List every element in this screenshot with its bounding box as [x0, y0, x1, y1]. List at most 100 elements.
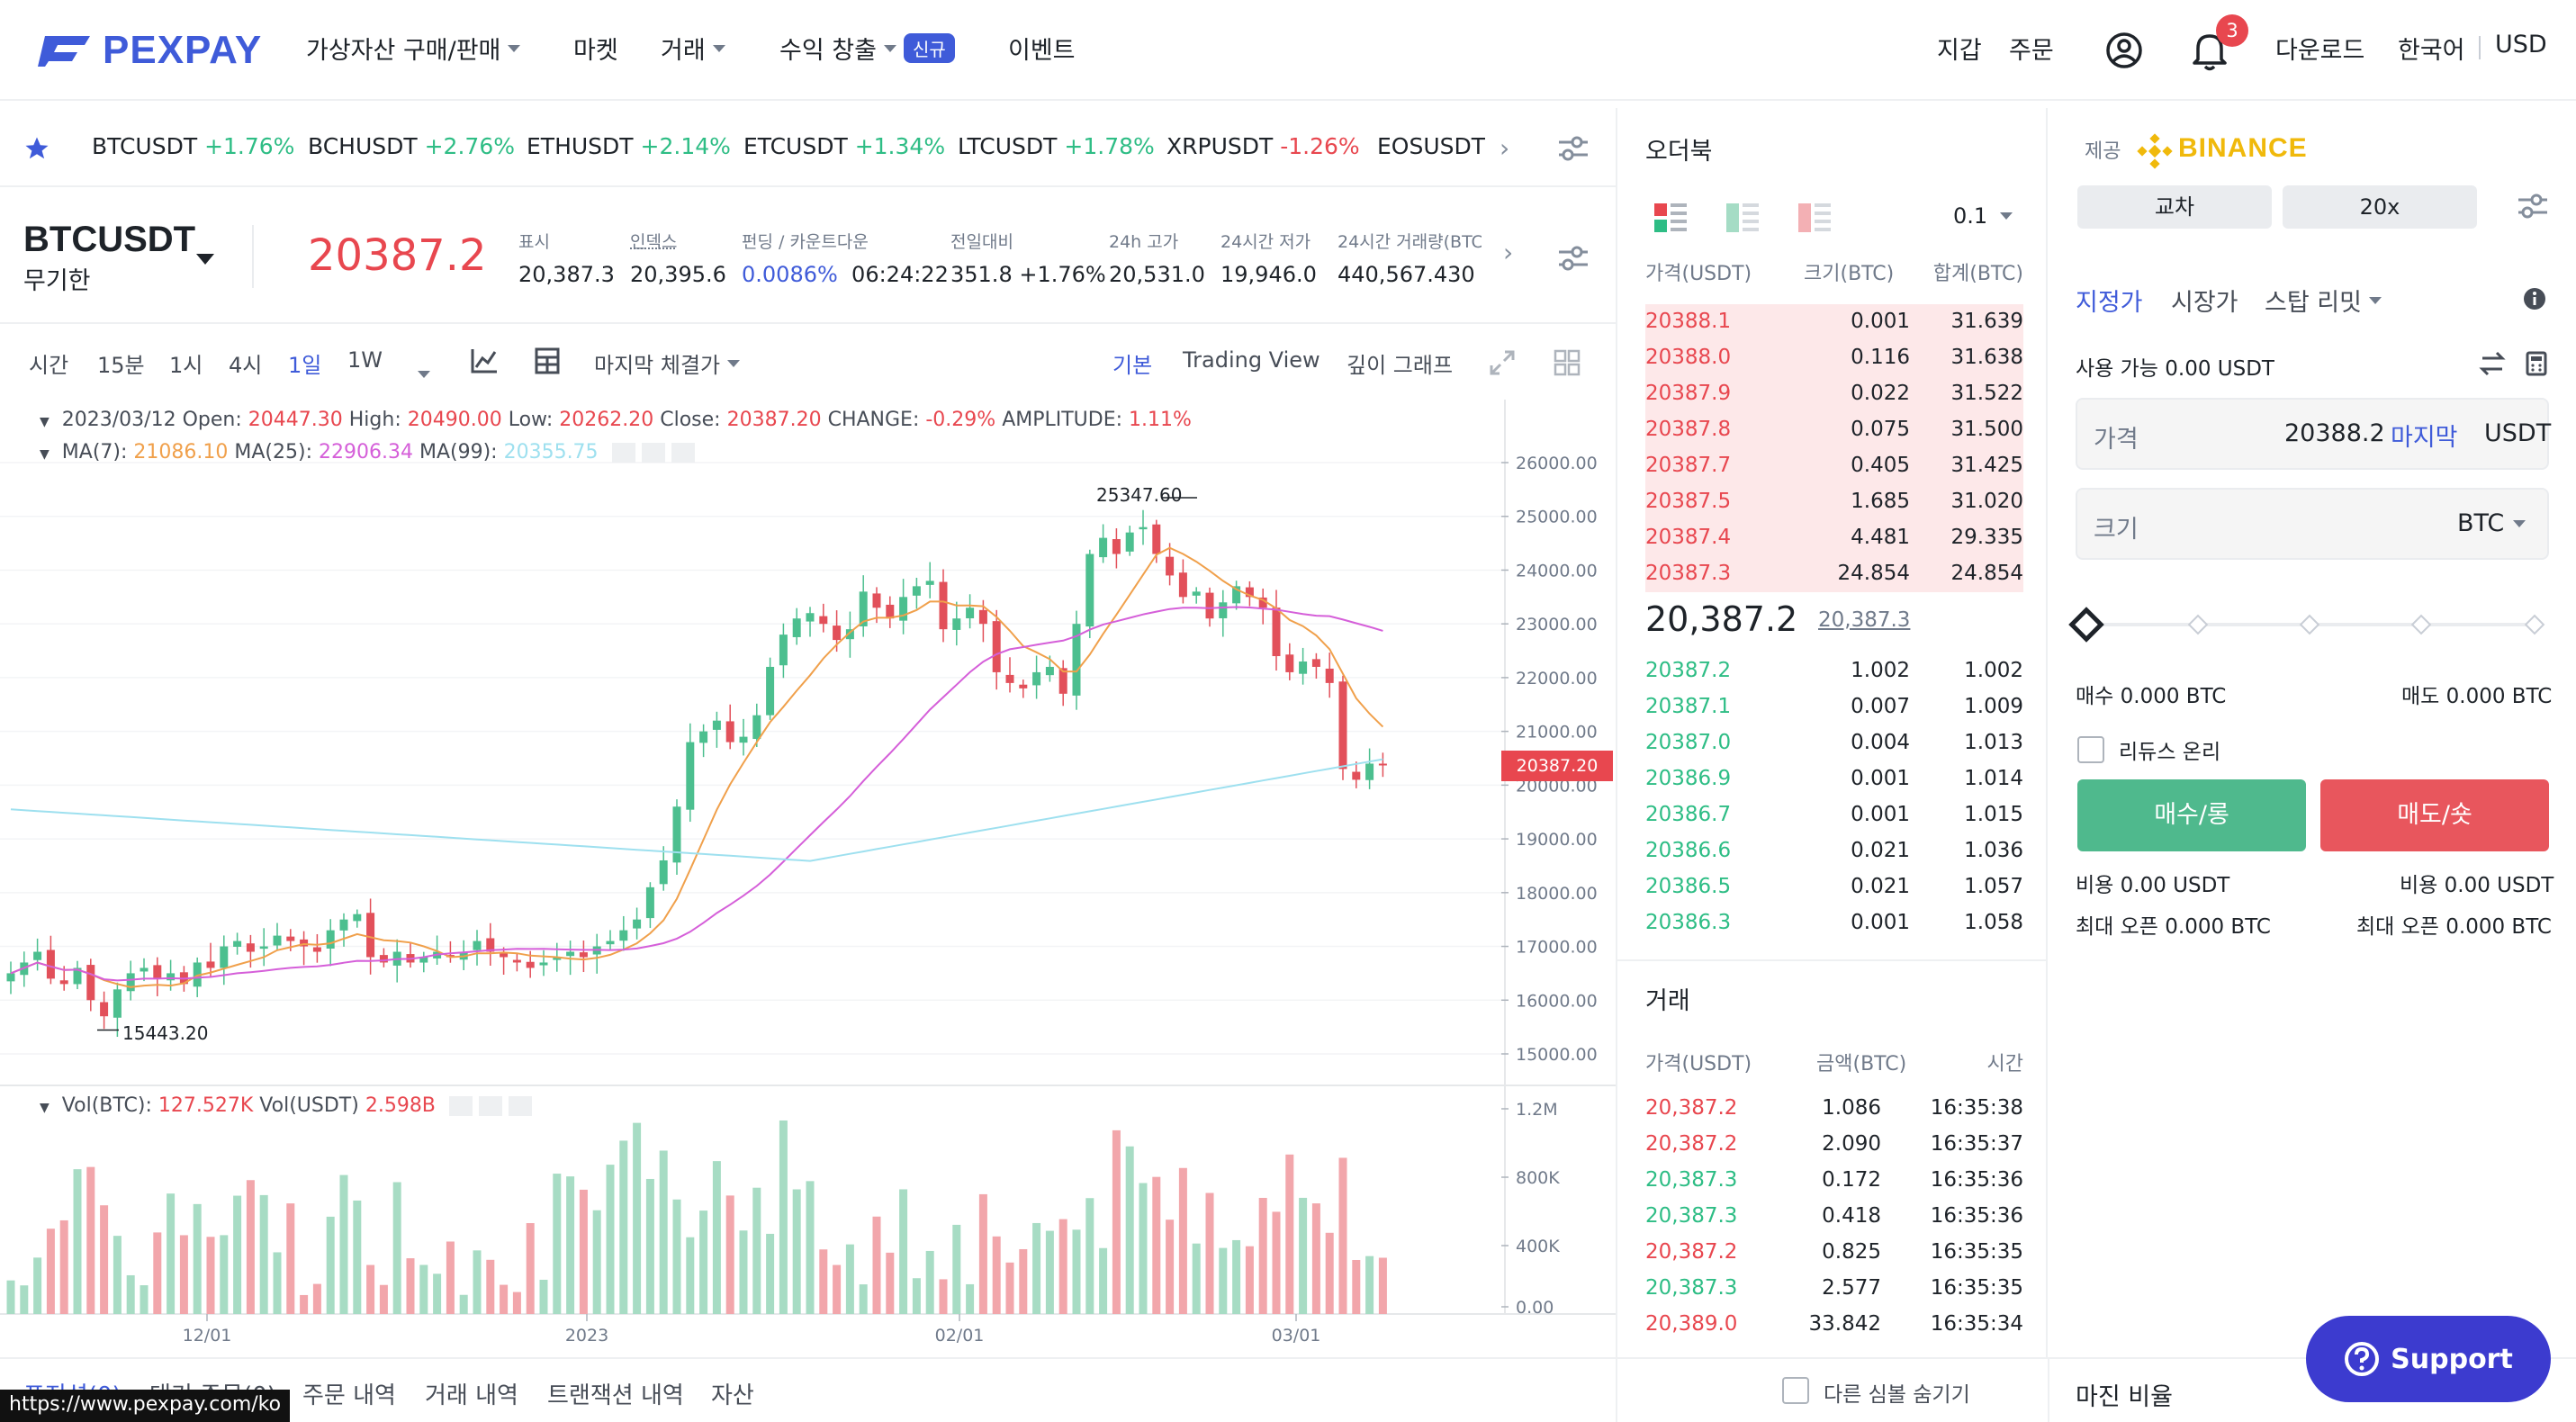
orderbook-bids-icon[interactable]: [1726, 203, 1759, 232]
ticker-item[interactable]: BTCUSDT +1.76%: [92, 133, 295, 159]
nav-events[interactable]: 이벤트: [1008, 37, 1076, 65]
orderbook-group-select[interactable]: 0.1: [1953, 203, 2013, 229]
slider-mark[interactable]: [2299, 614, 2320, 635]
size-input[interactable]: [2076, 488, 2549, 560]
interval-1h[interactable]: 1시: [169, 353, 203, 378]
trade-row: 20,387.2 1.086 16:35:38: [1645, 1096, 2023, 1120]
close-icon[interactable]: [508, 1096, 532, 1116]
orderbook-ask-row[interactable]: 20387.8 0.075 31.500: [1645, 412, 2023, 448]
price-input[interactable]: [2076, 398, 2549, 470]
interval-15m[interactable]: 15분: [97, 353, 145, 378]
symbol-name[interactable]: BTCUSDT: [23, 220, 196, 259]
view-depth[interactable]: 깊이 그래프: [1347, 353, 1454, 378]
nav-download[interactable]: 다운로드: [2275, 37, 2365, 65]
tab-stop-limit[interactable]: 스탑 리밋: [2265, 283, 2382, 318]
chevron-right-icon[interactable]: ›: [1500, 133, 1510, 163]
orderbook-bid-row[interactable]: 20387.2 1.002 1.002: [1645, 659, 2023, 682]
price-last-button[interactable]: 마지막: [2391, 424, 2458, 452]
gear-icon[interactable]: [478, 1096, 502, 1116]
sell-short-button[interactable]: 매도/숏: [2320, 779, 2549, 851]
orderbook-bid-row[interactable]: 20386.3 0.001 1.058: [1645, 911, 2023, 934]
caret-down-icon[interactable]: [196, 245, 214, 270]
slider-mark[interactable]: [2187, 614, 2209, 635]
close-icon[interactable]: [671, 443, 695, 463]
orderbook-ask-row[interactable]: 20388.1 0.001 31.639: [1645, 304, 2023, 340]
orderbook-bid-row[interactable]: 20387.0 0.004 1.013: [1645, 731, 2023, 754]
margin-mode-button[interactable]: 교차: [2077, 185, 2272, 229]
transfer-icon[interactable]: [2479, 351, 2506, 376]
volume-bar: [1272, 1211, 1281, 1314]
interval-4h[interactable]: 4시: [229, 353, 263, 378]
info-icon[interactable]: [2522, 286, 2547, 311]
tab-market[interactable]: 시장가: [2171, 289, 2238, 317]
tab-trade-history[interactable]: 거래 내역: [425, 1382, 518, 1409]
orderbook-asks-icon[interactable]: [1798, 203, 1831, 232]
view-basic[interactable]: 기본: [1112, 353, 1153, 378]
chevron-right-icon[interactable]: ›: [1503, 238, 1514, 267]
orderbook-bid-row[interactable]: 20387.1 0.007 1.009: [1645, 695, 2023, 718]
tab-order-history[interactable]: 주문 내역: [302, 1382, 396, 1409]
nav-wallet[interactable]: 지갑: [1937, 37, 1982, 65]
tab-assets[interactable]: 자산: [711, 1382, 754, 1409]
slider-handle[interactable]: [2068, 607, 2104, 643]
orderbook-ask-row[interactable]: 20387.3 24.854 24.854: [1645, 556, 2023, 592]
tab-limit[interactable]: 지정가: [2076, 289, 2143, 317]
ticker-item[interactable]: ETHUSDT +2.14%: [527, 133, 731, 159]
ticker-item[interactable]: LTCUSDT +1.78%: [958, 133, 1155, 159]
nav-trade[interactable]: 거래: [661, 31, 725, 66]
grid-icon[interactable]: [535, 347, 560, 374]
slider-mark[interactable]: [2410, 614, 2432, 635]
indicator-icon[interactable]: [470, 347, 499, 374]
nav-currency[interactable]: USD: [2495, 31, 2547, 58]
eye-icon[interactable]: [611, 443, 635, 463]
support-button[interactable]: Support: [2306, 1316, 2551, 1402]
price-value[interactable]: 20388.2: [2284, 419, 2385, 447]
orderbook-ask-row[interactable]: 20387.7 0.405 31.425: [1645, 448, 2023, 484]
bell-icon[interactable]: [2191, 29, 2229, 72]
eye-icon[interactable]: [448, 1096, 473, 1116]
reduce-only-checkbox[interactable]: [2077, 736, 2104, 763]
nav-orders[interactable]: 주문: [2009, 37, 2054, 65]
ticker-item[interactable]: EOSUSDT: [1377, 133, 1485, 159]
orderbook-bid-row[interactable]: 20386.9 0.001 1.014: [1645, 767, 2023, 790]
orderbook-mark-price[interactable]: 20,387.3: [1818, 608, 1911, 632]
nav-market[interactable]: 마켓: [573, 37, 618, 65]
expand-icon[interactable]: [1489, 349, 1516, 376]
nav-buy-sell[interactable]: 가상자산 구매/판매: [306, 31, 521, 66]
logo[interactable]: PEXPAY: [36, 25, 262, 76]
orderbook-bid-row[interactable]: 20386.6 0.021 1.036: [1645, 839, 2023, 862]
ticker-item[interactable]: ETCUSDT +1.34%: [743, 133, 946, 159]
last-trade-select[interactable]: 마지막 체결가: [594, 347, 741, 379]
orderbook-bid-row[interactable]: 20386.5 0.021 1.057: [1645, 875, 2023, 898]
settings-sliders-icon[interactable]: [1557, 245, 1590, 272]
buy-long-button[interactable]: 매수/롱: [2077, 779, 2306, 851]
user-icon[interactable]: [2104, 31, 2144, 70]
star-icon[interactable]: [23, 135, 50, 162]
orderbook-ask-row[interactable]: 20387.9 0.022 31.522: [1645, 376, 2023, 412]
view-tradingview[interactable]: Trading View: [1183, 347, 1320, 373]
tab-transactions[interactable]: 트랜잭션 내역: [547, 1382, 684, 1409]
leverage-button[interactable]: 20x: [2283, 185, 2477, 229]
price-chart[interactable]: 26000.00 25000.00 24000.00 23000.00 22000.00…: [0, 396, 1616, 1357]
ticker-item[interactable]: XRPUSDT -1.26%: [1166, 133, 1360, 159]
orderbook-bid-row[interactable]: 20386.7 0.001 1.015: [1645, 803, 2023, 826]
interval-1d[interactable]: 1일: [288, 353, 322, 378]
orderbook-ask-row[interactable]: 20387.4 4.481 29.335: [1645, 520, 2023, 556]
caret-down-icon[interactable]: [418, 358, 430, 383]
size-unit-select[interactable]: BTC: [2457, 509, 2526, 537]
orderbook-ask-row[interactable]: 20387.5 1.685 31.020: [1645, 484, 2023, 520]
gear-icon[interactable]: [641, 443, 665, 463]
slider-mark[interactable]: [2524, 614, 2545, 635]
calculator-icon[interactable]: [2526, 351, 2547, 376]
orderbook-ask-row[interactable]: 20388.0 0.116 31.638: [1645, 340, 2023, 376]
settings-sliders-icon[interactable]: [1557, 135, 1590, 162]
layout-icon[interactable]: [1554, 349, 1581, 376]
interval-1w[interactable]: 1W: [347, 347, 383, 373]
nav-earn[interactable]: 수익 창출 신규: [779, 31, 955, 66]
orderbook-both-icon[interactable]: [1654, 203, 1687, 232]
interval-time[interactable]: 시간: [29, 353, 69, 378]
ticker-item[interactable]: BCHUSDT +2.76%: [308, 133, 515, 159]
hide-other-symbols-checkbox[interactable]: [1782, 1377, 1809, 1404]
nav-language[interactable]: 한국어: [2398, 37, 2465, 65]
settings-sliders-icon[interactable]: [2517, 193, 2549, 220]
